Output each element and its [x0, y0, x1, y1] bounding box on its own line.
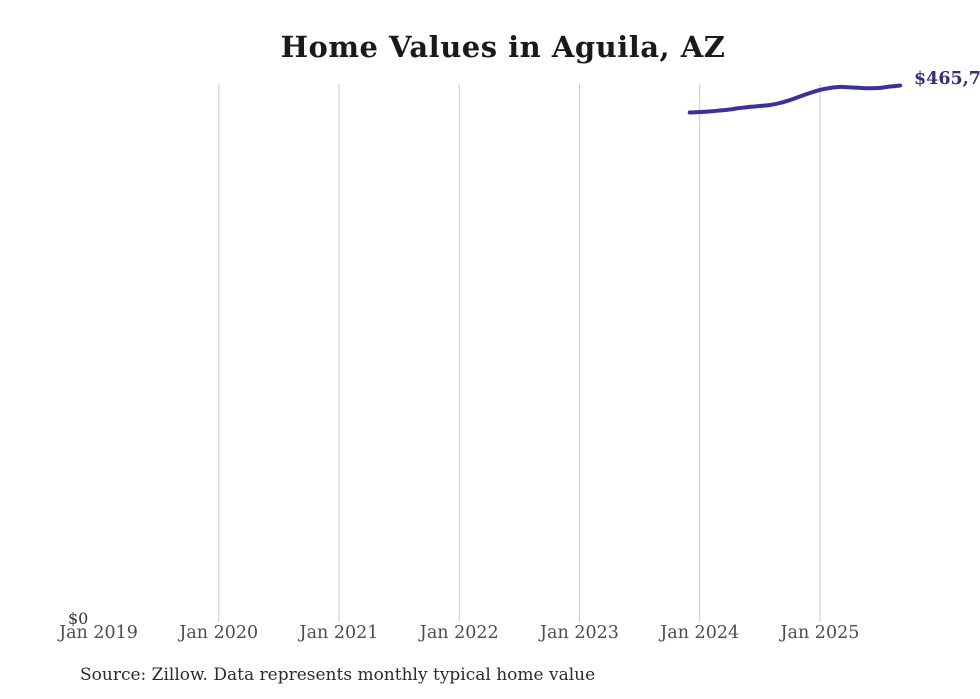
x-axis-label: Jan 2020 — [179, 623, 259, 643]
x-axis-label: Jan 2022 — [419, 623, 499, 643]
source-note: Source: Zillow. Data represents monthly … — [80, 665, 596, 685]
x-axis-label: Jan 2023 — [540, 623, 619, 643]
gridlines-group — [218, 84, 821, 622]
x-axis-label: Jan 2021 — [299, 623, 379, 643]
chart-title: Home Values in Aguila, AZ — [280, 30, 726, 64]
x-axis-label: Jan 2024 — [660, 623, 740, 643]
y-axis-zero-label: $0 — [68, 609, 89, 628]
x-axis-label: Jan 2019 — [59, 623, 138, 643]
x-axis-label: Jan 2025 — [780, 623, 860, 643]
end-value-label: $465,755 — [914, 69, 980, 89]
home-value-line — [687, 83, 903, 115]
